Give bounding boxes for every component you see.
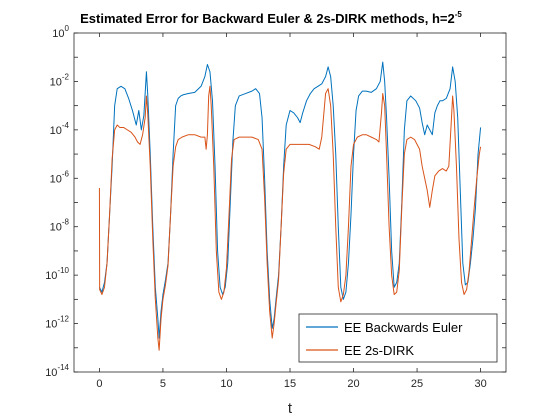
y-tick-label: 10-14 xyxy=(45,363,69,379)
y-tick-label: 10-12 xyxy=(45,315,69,331)
series-line-backward-euler xyxy=(98,61,482,339)
x-tick-label: 5 xyxy=(160,378,166,390)
x-tick-label: 0 xyxy=(96,378,102,390)
chart-title-superscript: -5 xyxy=(455,10,463,19)
legend-label-2s-dirk: EE 2s-DIRK xyxy=(344,343,414,358)
chart-title-text: Estimated Error for Backward Euler & 2s-… xyxy=(80,11,455,26)
legend-box xyxy=(298,313,498,363)
y-tick-label: 10-6 xyxy=(50,169,70,185)
x-tick-label: 10 xyxy=(220,378,232,390)
x-tick-label: 15 xyxy=(284,378,296,390)
x-axis-label: t xyxy=(288,400,293,417)
y-tick-label: 100 xyxy=(52,24,69,40)
y-tick-label: 10-4 xyxy=(50,121,70,137)
axes: 0 5 10 15 20 25 30 10-14 10-12 10-10 10-8 10-6 10-4 1… xyxy=(45,24,506,390)
y-tick-label: 10-8 xyxy=(50,218,70,234)
y-tick-label: 10-10 xyxy=(45,266,69,282)
x-tick-label: 20 xyxy=(347,378,359,390)
y-tick-label: 10-2 xyxy=(50,72,70,88)
legend-label-backward-euler: EE Backwards Euler xyxy=(344,320,463,335)
x-tick-label: 25 xyxy=(411,378,423,390)
legend: EE Backwards Euler EE 2s-DIRK xyxy=(298,313,498,363)
series-line-2s-dirk xyxy=(98,85,482,351)
x-tick-label: 30 xyxy=(474,378,486,390)
chart-title: Estimated Error for Backward Euler & 2s-… xyxy=(80,10,462,26)
series-lines xyxy=(98,61,482,351)
